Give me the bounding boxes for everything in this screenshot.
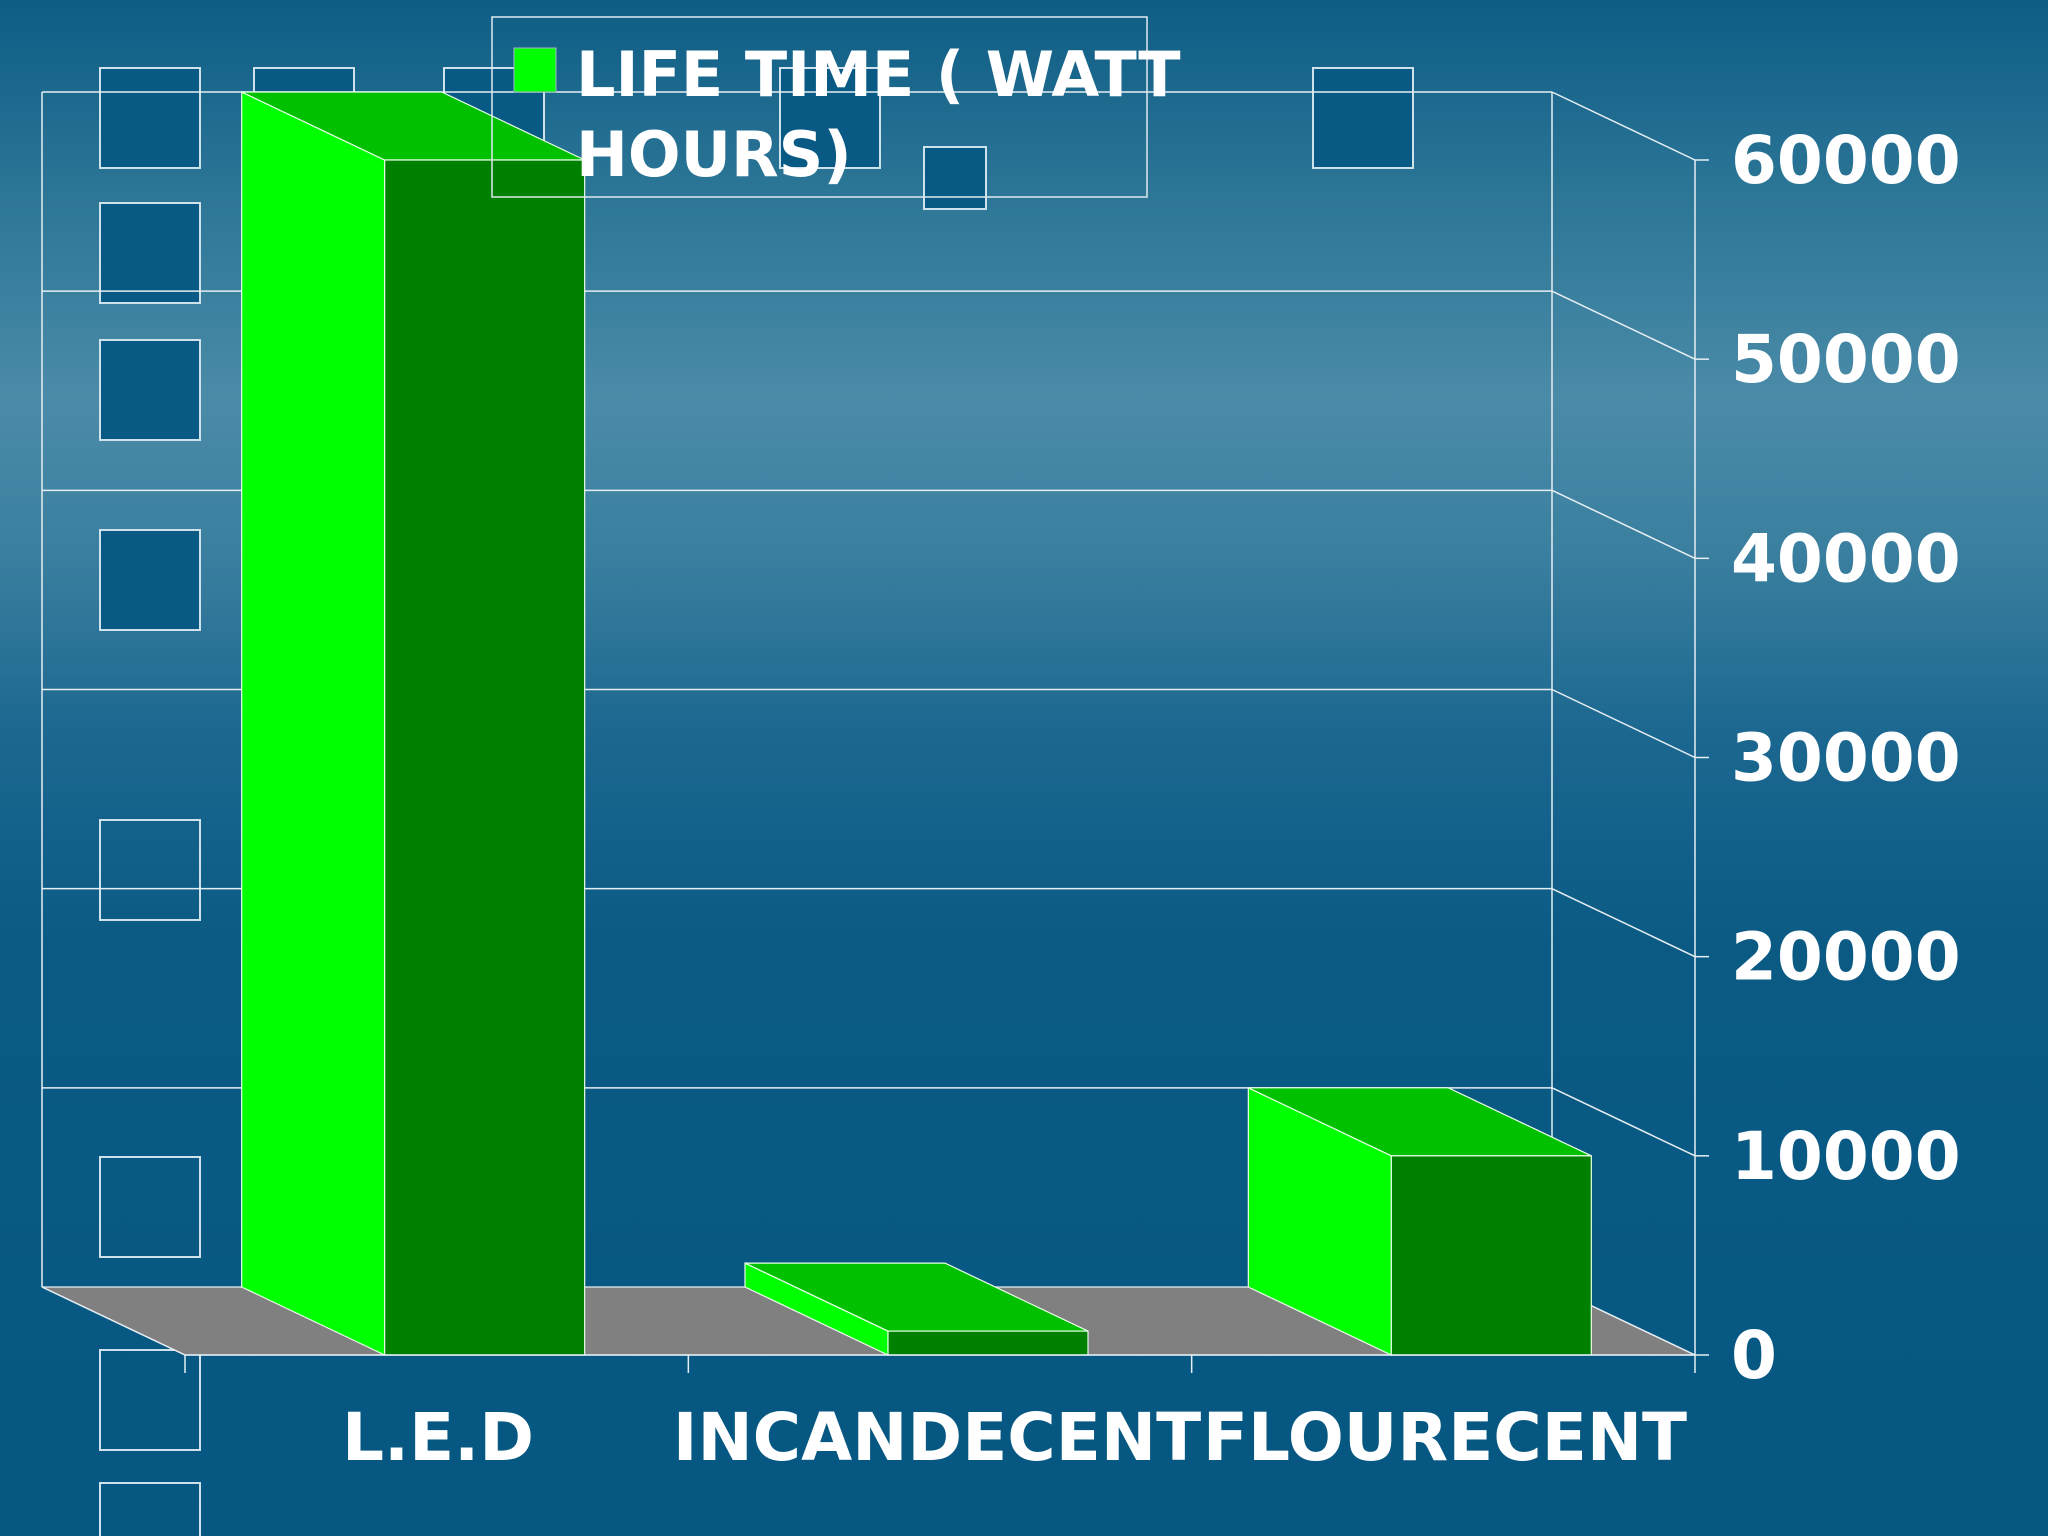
floor-left-edge xyxy=(41,1286,186,1356)
x-tick-label: L.E.D xyxy=(342,1399,534,1476)
deco-square xyxy=(99,529,201,631)
legend-swatch xyxy=(513,47,557,93)
y-axis: 0 10000 20000 30000 40000 50000 60000 xyxy=(1694,122,1961,1394)
legend-label-line-1: LIFE TIME ( WATT xyxy=(576,38,1181,111)
bar-front-face xyxy=(384,159,586,1356)
deco-square xyxy=(99,339,201,441)
y-tick-label: 0 xyxy=(1731,1317,1777,1394)
side-gridline xyxy=(1551,887,1696,958)
bar xyxy=(1247,1086,1592,1356)
bar-front-face xyxy=(887,1330,1089,1356)
x-tick-label: FLOURECENT xyxy=(1203,1399,1687,1476)
x-axis: L.E.D INCANDECENT FLOURECENT xyxy=(184,1354,1696,1476)
x-tick-label: INCANDECENT xyxy=(673,1399,1201,1476)
deco-square xyxy=(99,819,201,921)
y-tick-label: 60000 xyxy=(1731,122,1961,199)
bar-front-face xyxy=(1390,1155,1592,1356)
bar xyxy=(241,91,586,1356)
deco-square xyxy=(99,1349,201,1451)
deco-square xyxy=(99,1482,201,1536)
side-gridline xyxy=(1551,688,1696,759)
legend-box xyxy=(491,16,1148,198)
y-tick-label: 40000 xyxy=(1731,520,1961,597)
deco-square xyxy=(99,202,201,304)
deco-square xyxy=(99,1156,201,1258)
side-gridline xyxy=(1551,489,1696,560)
legend-label-line-2: HOURS) xyxy=(576,118,852,191)
side-gridline xyxy=(1551,290,1696,360)
side-gridline xyxy=(1551,1087,1696,1157)
deco-square xyxy=(99,67,201,169)
deco-square xyxy=(779,67,881,169)
side-gridline xyxy=(1551,91,1696,161)
y-tick-label: 20000 xyxy=(1731,919,1961,996)
bar-side-face xyxy=(241,91,386,1356)
legend: LIFE TIME ( WATT HOURS) xyxy=(491,16,1181,198)
deco-square xyxy=(1312,67,1414,169)
deco-square xyxy=(923,146,987,210)
bars xyxy=(241,91,1592,1356)
y-tick-label: 10000 xyxy=(1731,1118,1961,1195)
bar xyxy=(744,1262,1089,1356)
y-tick-label: 50000 xyxy=(1731,321,1961,398)
y-tick-label: 30000 xyxy=(1731,720,1961,797)
